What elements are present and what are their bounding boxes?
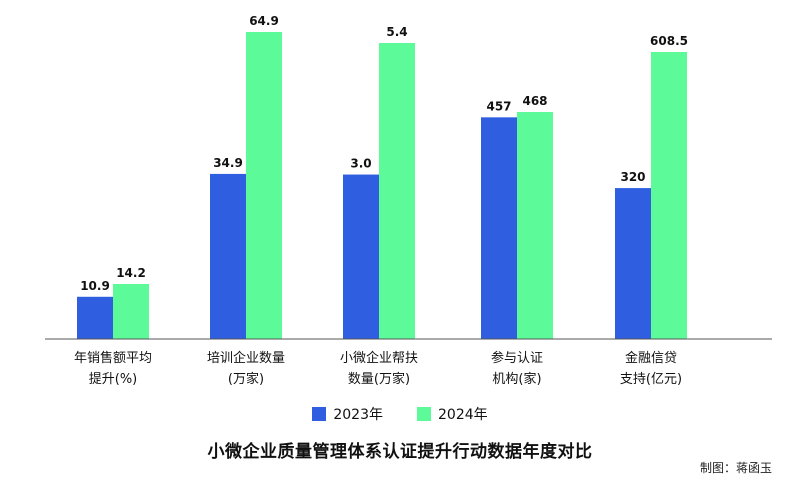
bar-2024年-1	[246, 32, 282, 339]
bar-2024年-3	[517, 112, 553, 339]
bar-2023年-2	[343, 174, 379, 339]
x-tick-label-3-1: 机构(家)	[492, 371, 541, 387]
bars-layer	[77, 32, 687, 339]
data-label-2023年-4: 320	[620, 170, 645, 184]
bar-2023年-4	[615, 188, 651, 339]
data-label-2024年-4: 608.5	[650, 34, 688, 48]
x-tick-label-2-0: 小微企业帮扶	[340, 350, 418, 366]
x-tick-label-3-0: 参与认证	[491, 350, 543, 366]
x-tick-label-4-1: 支持(亿元)	[620, 372, 682, 387]
legend: 2023年 2024年	[0, 403, 800, 425]
legend-swatch-2024	[417, 407, 431, 421]
x-tick-label-1-1: (万家)	[228, 371, 264, 387]
chart-title: 小微企业质量管理体系认证提升行动数据年度对比	[207, 442, 593, 462]
data-label-2024年-0: 14.2	[116, 266, 146, 280]
x-tick-label-1-0: 培训企业数量	[207, 350, 285, 366]
data-label-2023年-2: 3.0	[350, 157, 371, 171]
data-label-2023年-0: 10.9	[80, 279, 110, 293]
data-label-2024年-3: 468	[522, 94, 547, 108]
data-label-2024年-2: 5.4	[386, 25, 407, 39]
bar-2024年-2	[379, 43, 415, 339]
x-tick-label-2-1: 数量(万家)	[348, 371, 410, 387]
legend-label-2023: 2023年	[333, 407, 383, 423]
legend-swatch-2023	[312, 407, 327, 421]
bar-2024年-0	[113, 284, 149, 339]
chart-credit: 制图：蒋函玉	[699, 461, 772, 475]
bar-2023年-1	[210, 173, 246, 339]
data-label-2023年-1: 34.9	[213, 156, 243, 170]
bar-2023年-3	[481, 117, 517, 339]
x-tick-label-0-0: 年销售额平均	[74, 350, 152, 366]
x-tick-label-0-1: 提升(%)	[89, 371, 138, 387]
bar-2023年-0	[77, 296, 113, 339]
legend-item-2024: 2024年	[417, 404, 488, 424]
legend-label-2024: 2024年	[438, 407, 488, 423]
legend-item-2023: 2023年	[312, 404, 383, 424]
x-tick-label-4-0: 金融信贷	[625, 350, 677, 366]
bar-2024年-4	[651, 52, 687, 339]
data-label-2023年-3: 457	[486, 99, 511, 113]
data-label-2024年-1: 64.9	[249, 14, 279, 28]
